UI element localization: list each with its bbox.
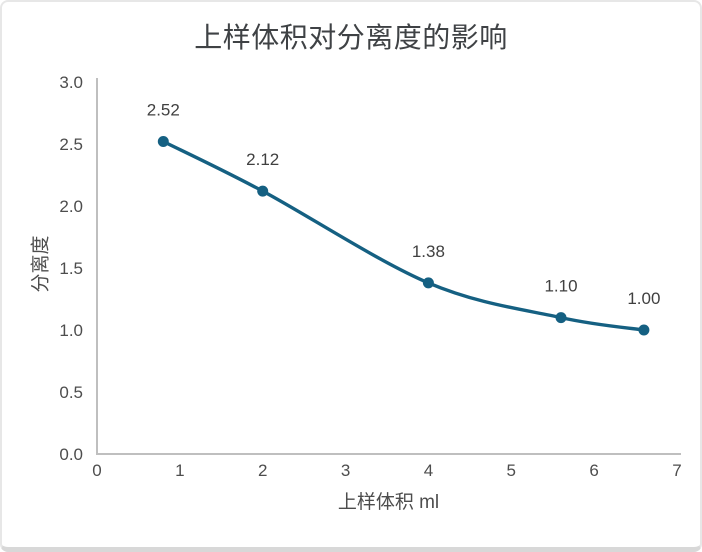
data-point-marker xyxy=(422,277,434,289)
x-tick-label: 4 xyxy=(424,461,433,480)
y-tick-label: 0.0 xyxy=(59,445,83,464)
data-point-marker xyxy=(555,312,567,324)
data-point-label: 2.12 xyxy=(246,150,279,169)
x-tick-label: 0 xyxy=(92,461,101,480)
x-tick-label: 2 xyxy=(258,461,267,480)
data-point-marker xyxy=(157,136,169,147)
data-point-label: 1.10 xyxy=(544,277,577,296)
x-tick-label: 6 xyxy=(589,461,598,480)
x-tick-label: 3 xyxy=(341,461,350,480)
x-tick-label: 5 xyxy=(507,461,516,480)
data-point-label: 2.52 xyxy=(147,101,180,120)
data-point-marker xyxy=(638,324,650,336)
data-point-label: 1.00 xyxy=(627,289,660,308)
y-axis-title: 分离度 xyxy=(30,235,52,293)
y-tick-label: 3.0 xyxy=(59,73,83,92)
y-tick-label: 2.0 xyxy=(59,197,83,216)
chart-title: 上样体积对分离度的影响 xyxy=(194,22,508,53)
x-axis-title: 上样体积 ml xyxy=(337,492,440,513)
y-tick-label: 2.5 xyxy=(59,135,83,154)
series-line xyxy=(161,139,646,332)
data-point-marker xyxy=(257,185,269,197)
y-tick-label: 1.0 xyxy=(59,321,83,340)
y-tick-label: 0.5 xyxy=(59,383,83,402)
x-tick-label: 1 xyxy=(175,461,184,480)
x-tick-label: 7 xyxy=(672,461,681,480)
y-tick-label: 1.5 xyxy=(59,259,83,278)
data-point-label: 1.38 xyxy=(412,242,445,261)
